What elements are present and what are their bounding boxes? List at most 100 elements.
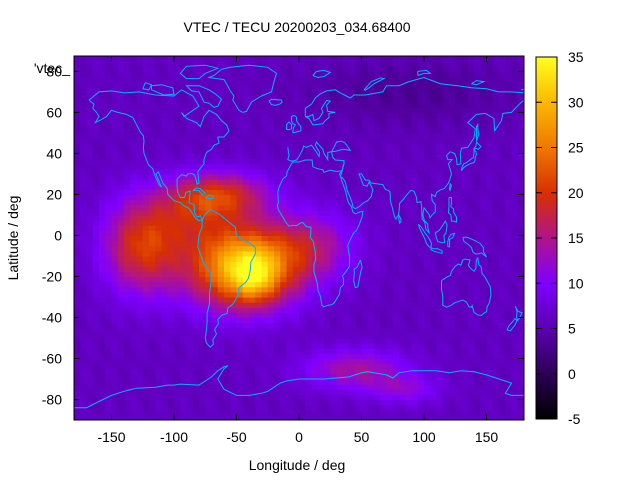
heatmap-cell [367,230,375,237]
heatmap-cell [280,143,288,149]
heatmap-cell [186,276,194,283]
heatmap-cell [342,225,350,231]
heatmap-cell [467,209,475,216]
heatmap-cell [417,179,425,185]
heatmap-cell [342,214,350,221]
heatmap-cell [274,132,281,139]
heatmap-cell [274,138,281,144]
heatmap-cell [80,302,88,308]
heatmap-cell [80,107,88,113]
heatmap-cell [261,76,269,83]
heatmap-cell [361,66,369,72]
heatmap-cell [205,348,213,354]
heatmap-cell [480,122,488,129]
heatmap-cell [374,276,381,283]
heatmap-cell [349,399,356,406]
heatmap-cell [342,296,350,303]
heatmap-cell [374,312,381,319]
heatmap-cell [261,327,269,334]
heatmap-cell [311,307,319,313]
heatmap-cell [355,409,363,416]
heatmap-cell [224,220,231,226]
heatmap-cell [105,209,113,216]
heatmap-cell [399,184,406,190]
heatmap-cell [355,61,363,67]
heatmap-cell [180,276,188,283]
heatmap-cell [86,291,94,298]
heatmap-cell [236,373,244,380]
heatmap-cell [261,194,269,201]
heatmap-cell [455,173,463,180]
heatmap-cell [342,409,350,416]
heatmap-cell [92,322,100,329]
heatmap-cell [392,204,400,211]
heatmap-cell [149,76,156,83]
heatmap-cell [317,66,325,72]
heatmap-cell [186,307,194,313]
heatmap-cell [467,117,475,124]
heatmap-cell [317,173,325,180]
heatmap-cell [99,235,106,242]
heatmap-cell [324,368,331,375]
heatmap-cell [386,399,394,406]
heatmap-cell [317,322,325,329]
heatmap-cell [292,209,300,216]
heatmap-cell [117,332,125,339]
heatmap-cell [299,394,306,401]
heatmap-cell [399,245,406,252]
heatmap-cell [492,368,500,375]
heatmap-cell [461,209,469,216]
heatmap-cell [286,132,294,139]
heatmap-cell [330,291,338,298]
heatmap-cell [461,296,469,303]
heatmap-cell [211,317,219,324]
heatmap-cell [349,322,356,329]
heatmap-cell [474,281,481,288]
heatmap-cell [349,235,356,242]
heatmap-cell [430,286,438,293]
heatmap-cell [442,317,450,324]
heatmap-cell [399,317,406,324]
heatmap-cell [399,225,406,231]
heatmap-cell [124,291,131,298]
heatmap-cell [486,66,494,72]
heatmap-cell [292,71,300,78]
heatmap-cell [192,230,200,237]
heatmap-cell [186,266,194,272]
heatmap-cell [349,409,356,416]
heatmap-cell [467,220,475,226]
heatmap-cell [236,71,244,78]
heatmap-cell [467,153,475,160]
heatmap-cell [424,312,431,319]
heatmap-cell [342,122,350,129]
heatmap-cell [455,81,463,88]
heatmap-cell [330,107,338,113]
heatmap-cell [249,368,256,375]
heatmap-cell [442,384,450,390]
heatmap-cell [155,235,163,242]
heatmap-cell [392,158,400,165]
heatmap-cell [505,97,513,103]
heatmap-cell [324,143,331,149]
heatmap-cell [392,291,400,298]
heatmap-cell [174,409,181,416]
heatmap-cell [405,86,413,93]
heatmap-cell [161,414,169,420]
heatmap-cell [230,194,238,201]
heatmap-cell [186,209,194,216]
heatmap-cell [392,225,400,231]
heatmap-cell [355,225,363,231]
heatmap-cell [424,102,431,108]
heatmap-cell [230,163,238,170]
heatmap-cell [311,153,319,160]
heatmap-cell [130,138,138,144]
heatmap-cell [336,230,344,237]
heatmap-cell [267,194,275,201]
heatmap-cell [130,102,138,108]
heatmap-cell [99,414,106,420]
heatmap-cell [342,76,350,83]
heatmap-cell [124,245,131,252]
heatmap-cell [349,384,356,390]
heatmap-cell [474,199,481,206]
heatmap-cell [480,148,488,155]
